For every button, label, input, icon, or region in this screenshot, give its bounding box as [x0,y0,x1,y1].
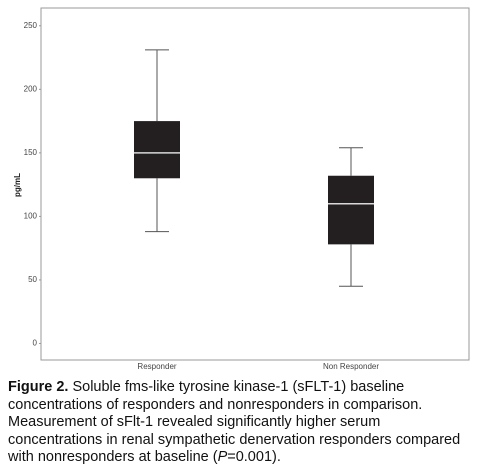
box [134,121,180,179]
plot-frame [40,7,470,361]
caption-end: =0.001). [227,449,281,465]
caption-italic: P [217,449,228,465]
box [328,175,374,245]
caption-label: Figure 2. [8,379,69,395]
caption: Figure 2. Soluble fms-like tyrosine kina… [8,379,474,467]
x-tick-label: Non Responder [323,362,379,371]
y-tick-label: 100 [24,212,38,221]
caption-text: Soluble fms-like tyrosine kinase-1 (sFLT… [8,379,461,465]
y-tick-label: 250 [24,21,38,30]
x-tick-label: Responder [137,362,176,371]
y-tick-label: 150 [24,148,38,157]
y-tick-label: 200 [24,84,38,93]
y-tick-label: 50 [28,275,37,284]
chart: pg/mL 0 50 100 150 200 250 Responder Non Respon… [13,7,470,371]
y-tick-label: 0 [33,339,38,348]
y-axis-label: pg/mL [13,173,22,197]
